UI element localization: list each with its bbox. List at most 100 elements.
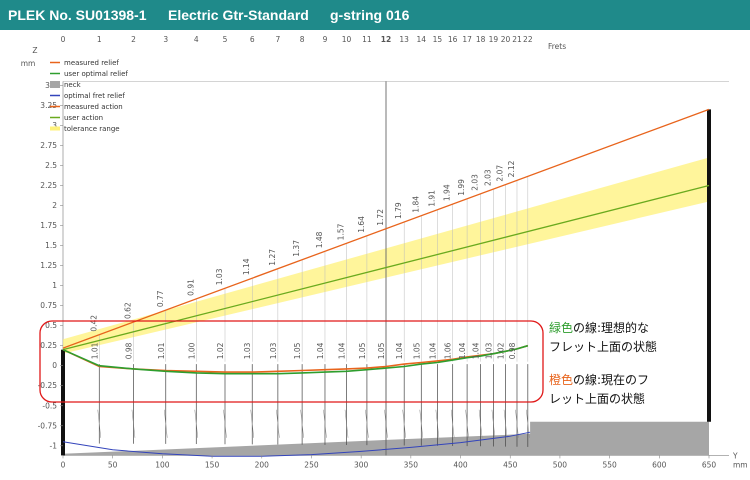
top-fret-label: 2 bbox=[131, 35, 136, 44]
top-fret-label: 3 bbox=[163, 35, 168, 44]
top-fret-label: 22 bbox=[523, 35, 533, 44]
fret-relief-label: 1.05 bbox=[412, 342, 421, 359]
y-tick-label: -0.5 bbox=[42, 401, 57, 410]
annotation-line-1: 緑色の線:理想的な bbox=[549, 320, 649, 335]
fret-relief-label: 1.05 bbox=[358, 342, 367, 359]
top-fret-label: 15 bbox=[433, 35, 443, 44]
fret-slot-mark bbox=[131, 409, 136, 438]
x-tick-label: 600 bbox=[652, 460, 667, 469]
top-fret-label: 10 bbox=[342, 35, 352, 44]
x-unit-label: mm bbox=[733, 460, 748, 469]
top-fret-label: 7 bbox=[275, 35, 280, 44]
y-tick-label: 1 bbox=[52, 281, 57, 290]
top-fret-label: 6 bbox=[250, 35, 255, 44]
fret-relief-label: 1.04 bbox=[428, 342, 437, 359]
action-label: 1.64 bbox=[357, 216, 366, 233]
fret-relief-label: 1.04 bbox=[472, 342, 481, 359]
action-label: 1.27 bbox=[268, 249, 277, 266]
fret-slot-mark bbox=[365, 409, 369, 438]
top-axis-title: Frets bbox=[548, 42, 566, 51]
top-fret-label: 20 bbox=[501, 35, 511, 44]
y-tick-label: 3 bbox=[52, 121, 57, 130]
highlight-box bbox=[39, 320, 544, 403]
top-fret-label: 18 bbox=[476, 35, 486, 44]
annotation-color-word: 橙色 bbox=[549, 372, 573, 387]
fret-slot-mark bbox=[402, 409, 406, 438]
legend-entry: measured action bbox=[64, 103, 123, 111]
fret-slot-mark bbox=[164, 409, 168, 438]
string-name: g-string 016 bbox=[330, 7, 410, 23]
x-tick-label: 300 bbox=[354, 460, 369, 469]
annotation-rest: の線:理想的な bbox=[573, 320, 649, 335]
y-tick-label: 3.25 bbox=[40, 101, 57, 110]
action-label: 2.07 bbox=[496, 165, 505, 182]
y-tick-label: 0.75 bbox=[40, 301, 57, 310]
annotation-rest: の線:現在のフ bbox=[573, 372, 649, 387]
action-label: 1.03 bbox=[215, 268, 224, 285]
top-fret-label: 13 bbox=[399, 35, 409, 44]
fret-slot-mark bbox=[223, 409, 227, 438]
relief-chart: 1.01 0.98 1.01 1.00 1.02 1.03 1.03 1.05 1.04 1.04… bbox=[21, 35, 748, 469]
y-tick-label: 0.5 bbox=[45, 321, 57, 330]
legend-entry: tolerance range bbox=[64, 125, 120, 133]
x-tick-label: 50 bbox=[108, 460, 118, 469]
top-fret-label: 0 bbox=[61, 35, 66, 44]
annotation-line-2: フレット上面の状態 bbox=[549, 339, 657, 354]
fret-relief-label: 1.03 bbox=[243, 342, 252, 359]
fret-relief-label: 1.01 bbox=[157, 342, 166, 359]
x-tick-label: 150 bbox=[205, 460, 220, 469]
x-tick-label: 550 bbox=[602, 460, 617, 469]
action-label: 1.99 bbox=[457, 179, 466, 196]
legend-entry: optimal fret relief bbox=[64, 92, 125, 100]
fret-slot-mark bbox=[503, 409, 508, 438]
x-tick-label: 500 bbox=[553, 460, 568, 469]
action-label: 0.91 bbox=[186, 279, 195, 296]
legend-entry: neck bbox=[64, 81, 82, 89]
action-label: 2.12 bbox=[507, 160, 516, 177]
bridge-bar bbox=[707, 109, 711, 422]
x-tick-label: 0 bbox=[61, 460, 66, 469]
instrument-type: Electric Gtr-Standard bbox=[168, 7, 309, 23]
action-label: 1.48 bbox=[315, 231, 324, 248]
measured-action-line bbox=[62, 108, 710, 349]
title-bar: PLEK No. SU01398-1 Electric Gtr-Standard… bbox=[0, 0, 750, 30]
top-fret-label: 5 bbox=[223, 35, 228, 44]
y-tick-label: 2.75 bbox=[40, 141, 57, 150]
fret-slot-mark bbox=[250, 409, 254, 438]
x-tick-label: 400 bbox=[453, 460, 468, 469]
top-fret-label: 4 bbox=[194, 35, 199, 44]
fret-relief-label: 1.04 bbox=[338, 342, 347, 359]
y-tick-label: -0.75 bbox=[38, 421, 58, 430]
y-tick-label: 1.25 bbox=[40, 261, 57, 270]
x-tick-label: 200 bbox=[255, 460, 270, 469]
fret-relief-label: 1.04 bbox=[316, 342, 325, 359]
fret-slot-mark bbox=[97, 409, 102, 438]
y-axis-label: Z bbox=[32, 46, 37, 55]
legend-entry: user optimal relief bbox=[64, 70, 128, 78]
top-fret-label: 1 bbox=[97, 35, 102, 44]
fret-relief-label: 1.05 bbox=[293, 342, 302, 359]
fret-slot-mark bbox=[450, 409, 455, 438]
fret-slot-mark bbox=[419, 409, 424, 438]
y-tick-label: 1.75 bbox=[40, 221, 57, 230]
x-tick-label: 450 bbox=[503, 460, 518, 469]
fret-slot-mark bbox=[465, 409, 469, 438]
fret-relief-label: 1.02 bbox=[216, 342, 225, 359]
legend-swatch bbox=[50, 81, 60, 88]
fret-slot-mark bbox=[276, 409, 280, 438]
x-tick-label: 100 bbox=[155, 460, 170, 469]
fret-slot-mark bbox=[323, 409, 327, 438]
x-tick-label: 250 bbox=[304, 460, 319, 469]
action-label: 1.91 bbox=[427, 190, 436, 207]
action-label: 1.37 bbox=[292, 240, 301, 257]
fret-slot-mark bbox=[194, 409, 199, 438]
annotation-color-word: 緑色 bbox=[549, 320, 573, 335]
top-fret-label: 9 bbox=[323, 35, 328, 44]
fret-slot-mark bbox=[300, 409, 304, 438]
action-label: 1.57 bbox=[337, 223, 346, 240]
top-fret-label: 11 bbox=[362, 35, 372, 44]
action-label: 1.79 bbox=[394, 202, 403, 219]
user-optimal-relief-line bbox=[62, 344, 529, 375]
y-unit-label: mm bbox=[21, 59, 36, 68]
top-fret-label: 14 bbox=[417, 35, 427, 44]
